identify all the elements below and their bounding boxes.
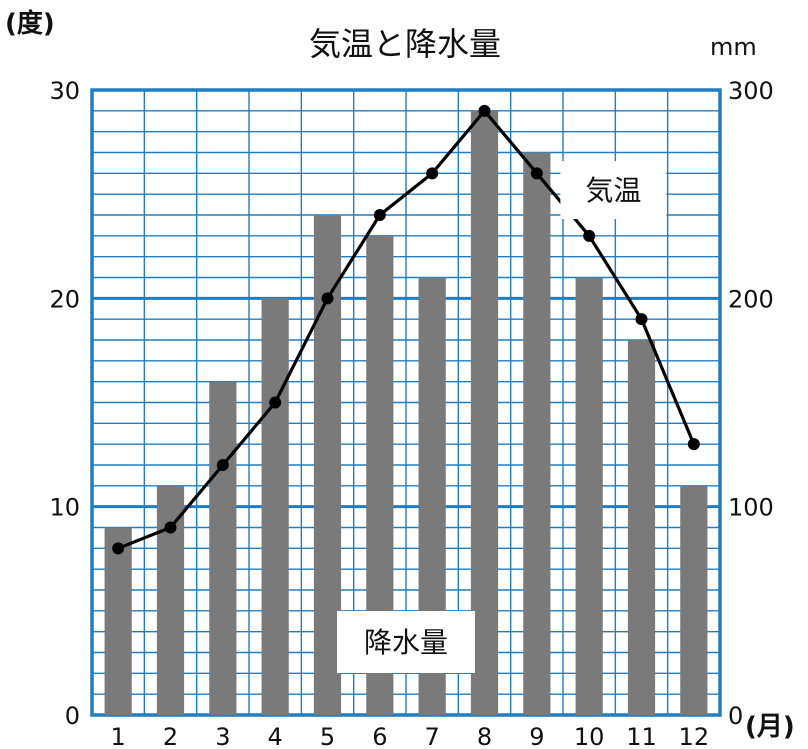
y-right-tick-label: 300: [728, 77, 774, 105]
temperature-line: [117, 109, 696, 550]
right-axis-unit: mm: [710, 33, 757, 61]
precipitation-series-label-box: [337, 611, 475, 673]
x-tick-label: 12: [679, 723, 710, 749]
temperature-point: [583, 229, 596, 242]
x-tick-label: 5: [320, 723, 335, 749]
y-right-tick-label: 200: [728, 285, 774, 313]
x-tick-label: 8: [477, 723, 492, 749]
x-tick-label: 11: [626, 723, 657, 749]
temperature-point: [164, 521, 177, 534]
temperature-point: [373, 209, 386, 221]
x-tick-label: 1: [111, 723, 126, 749]
temperature-series-label-group: 気温: [560, 161, 667, 219]
precip-bar: [209, 381, 237, 715]
chart-title: 気温と降水量: [309, 25, 501, 63]
precip-bar: [523, 152, 551, 715]
x-axis-unit: (月): [745, 712, 795, 742]
temperature-point: [635, 313, 648, 326]
x-tick-label: 2: [163, 723, 178, 749]
x-tick-label: 6: [372, 723, 387, 749]
temperature-point: [530, 167, 543, 180]
temperature-point: [478, 104, 491, 117]
precip-bar: [156, 485, 185, 715]
temperature-point: [112, 542, 125, 555]
y-right-tick-label: 0: [728, 702, 743, 730]
plot-frame: [90, 88, 722, 717]
precipitation-series-label: 降水量: [364, 626, 448, 659]
precip-bar: [104, 527, 132, 715]
x-tick-label: 9: [529, 723, 544, 749]
temperature-series-label-box: [560, 161, 667, 219]
line-series: [112, 104, 700, 555]
temperature-point: [426, 167, 439, 180]
temperature-point: [321, 292, 334, 305]
x-tick-label: 7: [425, 723, 440, 749]
y-left-tick-label: 0: [65, 702, 80, 730]
precip-bar: [575, 277, 603, 715]
x-tick-label: 4: [268, 723, 283, 749]
y-right-tick-label: 100: [728, 494, 774, 522]
temperature-point: [216, 459, 229, 471]
temperature-series-label: 気温: [585, 174, 641, 207]
x-tick-label: 3: [215, 723, 230, 749]
y-left-tick-label: 20: [49, 285, 80, 313]
left-axis-unit: (度): [5, 8, 55, 39]
precip-bar: [680, 485, 708, 715]
precip-bar: [627, 340, 656, 715]
x-tick-label: 10: [574, 723, 605, 749]
temperature-point: [687, 438, 700, 451]
precipitation-series-label-group: 降水量: [337, 611, 475, 673]
temperature-point: [269, 396, 282, 409]
y-left-tick-label: 30: [49, 77, 80, 105]
precip-bar: [470, 110, 499, 716]
precip-bar: [261, 298, 289, 715]
y-left-tick-label: 10: [49, 494, 80, 522]
